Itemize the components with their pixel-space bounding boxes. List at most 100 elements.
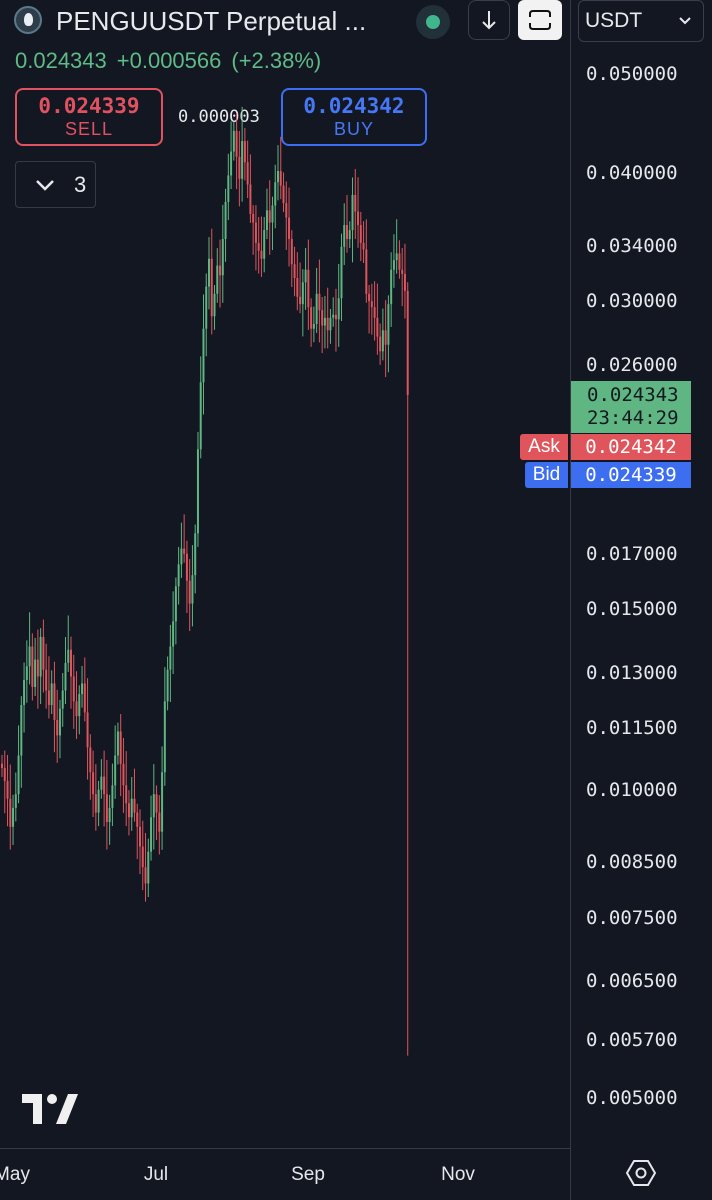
- fullscreen-button[interactable]: [518, 0, 562, 40]
- candle-body: [161, 772, 164, 832]
- candle: [56, 689, 59, 763]
- candle-body: [188, 580, 191, 604]
- candle: [387, 295, 390, 373]
- tradingview-logo-icon[interactable]: [22, 1094, 78, 1124]
- candle-body: [47, 690, 50, 705]
- bid-label: Bid: [525, 462, 568, 488]
- candle-body: [23, 679, 26, 705]
- candle-body: [340, 246, 343, 299]
- candle-body: [83, 683, 86, 713]
- candle: [293, 246, 296, 297]
- symbol-title[interactable]: PENGUUSDT Perpetual ...: [56, 6, 367, 36]
- candle: [12, 794, 15, 845]
- price-tick-label: 0.013000: [586, 662, 678, 685]
- candle-body: [301, 282, 304, 305]
- candle: [64, 637, 67, 705]
- candle-body: [346, 225, 348, 240]
- candle: [379, 323, 382, 365]
- candle: [67, 615, 70, 672]
- candle: [111, 763, 114, 827]
- candle-body: [6, 780, 9, 799]
- time-tick-label: Jul: [143, 1164, 169, 1185]
- candle: [172, 591, 175, 675]
- market-status-icon[interactable]: [416, 5, 450, 39]
- buy-button[interactable]: 0.024342 BUY: [281, 88, 427, 146]
- candle: [34, 637, 37, 696]
- candle: [271, 196, 274, 251]
- candle: [72, 654, 75, 729]
- candle-body: [282, 185, 285, 204]
- candle: [373, 281, 376, 341]
- last-price-tag: 0.024343 23:44:29: [571, 381, 691, 433]
- sell-button[interactable]: 0.024339 SELL: [15, 88, 163, 146]
- buy-label: BUY: [333, 119, 374, 139]
- candle: [246, 140, 249, 199]
- candle-body: [227, 175, 230, 202]
- candle-body: [384, 330, 387, 345]
- candle: [318, 259, 321, 343]
- time-tick-label: Nov: [441, 1164, 475, 1185]
- candle: [268, 180, 271, 255]
- candle: [334, 288, 337, 352]
- time-tick-label: Sep: [291, 1164, 325, 1185]
- candle: [257, 216, 260, 274]
- candle-body: [191, 575, 194, 604]
- candle: [53, 661, 56, 753]
- candle: [75, 671, 78, 739]
- symbol-logo-icon[interactable]: [14, 6, 42, 34]
- candle: [97, 780, 100, 827]
- candle-body: [108, 807, 111, 823]
- candle-body: [304, 269, 307, 283]
- candle: [100, 759, 103, 799]
- candle: [368, 285, 371, 334]
- candle: [205, 273, 208, 357]
- candle-body: [67, 649, 70, 663]
- candle: [81, 666, 84, 708]
- candle-body: [329, 317, 332, 331]
- candle: [141, 820, 144, 891]
- candle: [357, 177, 360, 248]
- candle: [224, 188, 227, 262]
- candle: [36, 629, 39, 709]
- candle-body: [58, 708, 61, 736]
- candle: [58, 699, 61, 759]
- candle: [221, 204, 224, 303]
- candle: [290, 230, 293, 288]
- candle-body: [337, 298, 340, 320]
- candle-body: [61, 690, 64, 709]
- candle: [114, 725, 117, 799]
- candle-body: [64, 662, 67, 691]
- candle: [312, 306, 315, 343]
- scroll-down-button[interactable]: [468, 0, 510, 40]
- candle: [23, 662, 26, 733]
- indicators-toggle[interactable]: 3: [15, 161, 96, 208]
- ask-price: 0.024342: [571, 434, 691, 460]
- candle: [1, 754, 3, 778]
- candle: [210, 228, 213, 335]
- candle-body: [119, 731, 122, 764]
- candle-body: [199, 382, 202, 450]
- candle: [105, 759, 108, 850]
- currency-select[interactable]: USDT: [578, 0, 704, 42]
- candle-body: [103, 776, 106, 795]
- candle-body: [230, 151, 233, 176]
- candle-body: [177, 564, 180, 587]
- candle-body: [221, 239, 224, 276]
- candle: [359, 211, 362, 262]
- candle: [304, 248, 307, 310]
- candle-body: [219, 265, 222, 276]
- candle-body: [81, 683, 84, 695]
- candle-body: [387, 304, 390, 345]
- candlestick-chart[interactable]: [0, 0, 570, 1148]
- candle-body: [365, 249, 368, 294]
- candle-body: [202, 328, 205, 383]
- price-tick-label: 0.007500: [586, 906, 678, 929]
- candle-body: [274, 182, 277, 206]
- candle: [265, 188, 268, 240]
- candle: [42, 619, 45, 693]
- candle-body: [34, 659, 37, 687]
- candle-body: [72, 676, 75, 702]
- chevron-down-icon: [679, 17, 691, 25]
- candle: [130, 777, 133, 831]
- settings-icon[interactable]: [626, 1158, 656, 1188]
